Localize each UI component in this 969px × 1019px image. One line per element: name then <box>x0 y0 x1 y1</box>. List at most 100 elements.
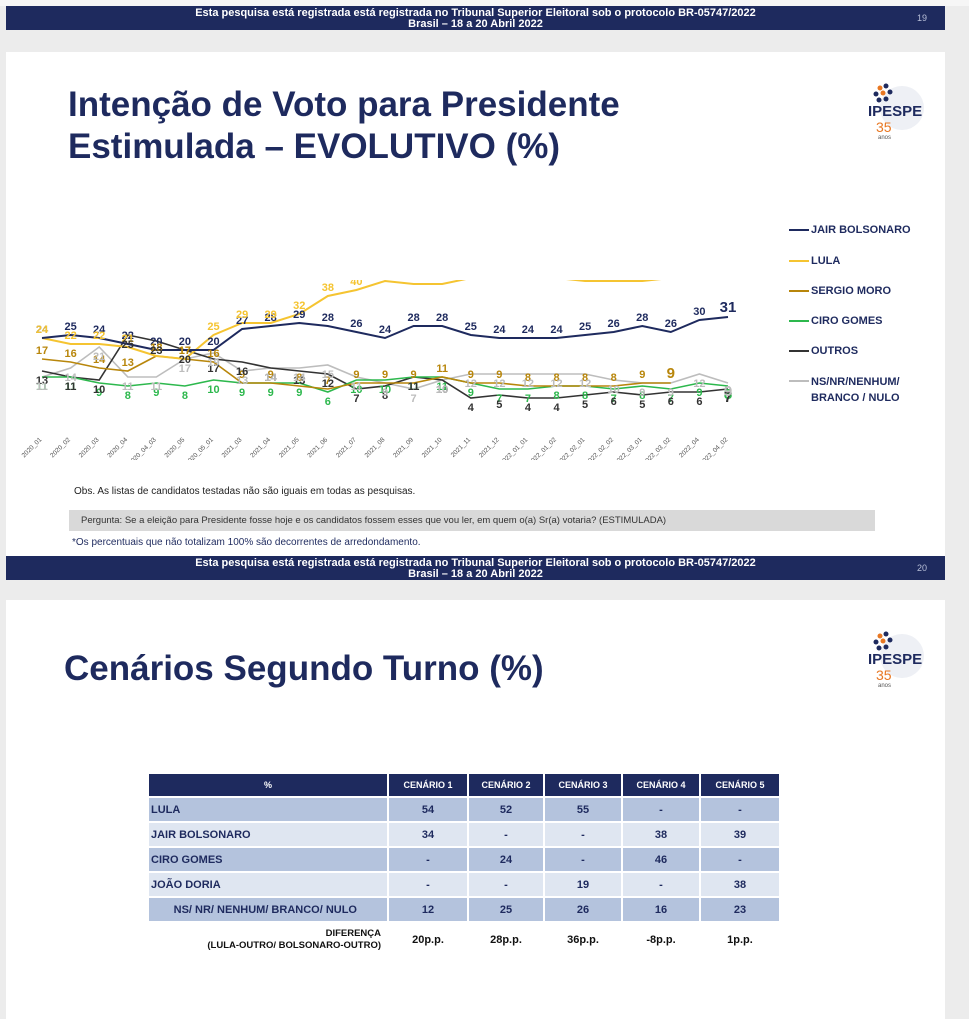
data-label: 12 <box>322 378 334 390</box>
legend-label: LULA <box>811 255 841 267</box>
data-label: 10 <box>379 384 391 396</box>
ipespe-logo-graphic: IPESPE 35 anos <box>868 631 924 689</box>
data-label: 10 <box>436 384 448 396</box>
legend-swatch <box>789 350 809 352</box>
data-label: 14 <box>64 372 77 384</box>
series-line-ciro-gomes <box>42 376 729 393</box>
data-label: 10 <box>350 384 362 396</box>
difference-cell: 28p.p. <box>467 921 545 959</box>
table-cell: 19 <box>543 871 623 898</box>
data-label: 8 <box>296 372 302 384</box>
logo-sub: anos <box>878 683 891 689</box>
data-label: 6 <box>668 396 674 408</box>
data-label: 24 <box>36 324 49 336</box>
data-label: 24 <box>379 324 392 336</box>
table-cell: - <box>621 871 701 898</box>
row-label: JOÃO DORIA <box>147 871 389 898</box>
data-label: 9 <box>667 365 675 382</box>
data-label: 9 <box>353 369 359 381</box>
legend-swatch <box>789 290 809 292</box>
data-label: 25 <box>207 321 219 333</box>
data-label: 24 <box>522 324 535 336</box>
data-label: 14 <box>265 372 278 384</box>
data-label: 19 <box>207 357 219 369</box>
data-label: 9 <box>153 387 159 399</box>
data-label: 4 <box>525 402 532 414</box>
footer-bar-middle: Esta pesquisa está registrada está regis… <box>6 556 945 580</box>
data-label: 12 <box>550 378 562 390</box>
data-label: 11 <box>436 363 448 375</box>
x-tick-label: 2020_01 <box>21 436 44 459</box>
legend-label: CIRO GOMES <box>811 315 883 327</box>
x-tick-label: 2021_10 <box>421 436 444 459</box>
data-label: 13 <box>122 357 134 369</box>
data-label: 22 <box>122 330 134 342</box>
ipespe-logo-graphic: IPESPE 35 anos <box>868 83 924 141</box>
data-label: 29 <box>236 309 248 321</box>
data-label: 8 <box>582 390 588 402</box>
footer-registration-text: Esta pesquisa está registrada está regis… <box>195 557 756 569</box>
table-cell: 12 <box>387 896 469 923</box>
x-tick-label: 2022_02_01 <box>556 436 587 460</box>
data-label: 9 <box>696 387 702 399</box>
data-label: 11 <box>65 381 77 393</box>
data-label: 20 <box>179 336 191 348</box>
header-cenario-2: CENÁRIO 2 <box>467 772 545 798</box>
data-label: 8 <box>553 372 559 384</box>
slide-title: Cenários Segundo Turno (%) <box>64 649 544 688</box>
data-label: 14 <box>93 354 106 366</box>
header-cenario-3: CENÁRIO 3 <box>543 772 623 798</box>
x-tick-label: 2022_01_01 <box>499 436 530 460</box>
x-tick-label: 2020_05_01 <box>184 436 215 460</box>
series-line-outros <box>41 334 729 399</box>
logo-text: IPESPE <box>868 651 922 668</box>
footer-registration-text: Esta pesquisa está registrada está regis… <box>195 7 756 19</box>
data-label: 28 <box>407 312 419 324</box>
data-label: 8 <box>582 372 588 384</box>
data-label: 22 <box>64 330 76 342</box>
data-label: 22 <box>93 330 105 342</box>
data-label: 7 <box>525 393 531 405</box>
data-label: 9 <box>639 387 645 399</box>
table-header-row: % CENÁRIO 1 CENÁRIO 2 CENÁRIO 3 CENÁRIO … <box>147 772 781 798</box>
data-label: 4 <box>553 402 560 414</box>
data-label: 7 <box>411 393 417 405</box>
data-label: 7 <box>611 393 617 405</box>
data-label: 12 <box>579 378 591 390</box>
x-tick-label: 2021_06 <box>306 436 329 459</box>
data-label: 11 <box>36 381 48 393</box>
data-label: 32 <box>293 300 305 312</box>
table-cell: - <box>543 821 623 848</box>
table-cell: 16 <box>621 896 701 923</box>
table-cell: - <box>621 796 701 823</box>
table-cell: - <box>467 821 545 848</box>
data-label: 6 <box>611 396 617 408</box>
table-cell: 55 <box>543 796 623 823</box>
data-label: 14 <box>265 372 278 384</box>
table-row: JAIR BOLSONARO 34 - - 38 39 <box>147 821 781 848</box>
table-row: NS/ NR/ NENHUM/ BRANCO/ NULO 12 25 26 16… <box>147 896 781 923</box>
x-tick-label: 2021_12 <box>478 436 501 459</box>
data-label: 14 <box>293 372 306 384</box>
data-label: 9 <box>411 369 417 381</box>
data-label: 9 <box>382 387 388 399</box>
data-label: 5 <box>582 399 588 411</box>
data-label: 15 <box>322 369 334 381</box>
x-tick-label: 2020_05 <box>163 436 186 459</box>
data-label: 31 <box>720 299 737 316</box>
data-label: 25 <box>122 339 134 351</box>
data-label: 13 <box>293 375 305 387</box>
table-cell: 38 <box>699 871 781 898</box>
previous-slide-strip <box>0 0 969 6</box>
title-line-1: Intenção de Voto para Presidente <box>68 85 620 124</box>
legend-swatch <box>789 260 809 262</box>
rounding-note: *Os percentuais que não totalizam 100% s… <box>72 537 421 548</box>
data-label: 13 <box>236 375 248 387</box>
data-label: 23 <box>150 345 162 357</box>
question-box: Pergunta: Se a eleição para Presidente f… <box>69 510 875 531</box>
data-label: 21 <box>122 333 134 345</box>
data-label: 7 <box>325 375 331 387</box>
data-label: 8 <box>182 390 188 402</box>
table-row: LULA 54 52 55 - - <box>147 796 781 823</box>
